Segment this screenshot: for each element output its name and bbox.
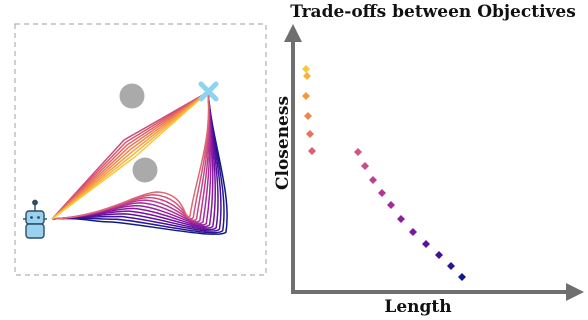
scatter-point-2 [302, 92, 310, 100]
lower-path [51, 91, 214, 228]
upper-path [51, 91, 209, 220]
chart-title: Trade-offs between Objectives [290, 2, 576, 22]
x-axis-label: Length [384, 297, 451, 317]
path-planning-panel [14, 23, 267, 276]
upper-path [51, 91, 209, 220]
obstacle-lower [132, 157, 158, 183]
scatter-point-5 [308, 147, 316, 155]
scatter-point-10 [387, 201, 395, 209]
y-axis [284, 24, 302, 294]
goal-cross-icon [198, 81, 219, 102]
scatter-points [302, 65, 466, 281]
tradeoff-chart: Trade-offs between Objectives Closeness … [273, 2, 584, 317]
scatter-point-9 [378, 189, 386, 197]
lower-path [51, 91, 210, 220]
scatter-point-8 [369, 176, 377, 184]
scatter-point-4 [306, 130, 314, 138]
scatter-point-0 [302, 65, 310, 73]
lower-path [51, 91, 228, 235]
scatter-point-13 [422, 240, 430, 248]
upper-path [51, 91, 209, 220]
lower-path [51, 91, 225, 234]
scatter-point-1 [303, 72, 311, 80]
upper-path [51, 91, 209, 220]
scatter-point-14 [435, 251, 443, 259]
scatter-point-7 [361, 162, 369, 170]
candidate-paths [51, 91, 228, 235]
environment-border [14, 23, 267, 276]
upper-path [51, 91, 209, 220]
obstacle-upper [119, 83, 145, 109]
x-axis [291, 283, 584, 301]
lower-path [51, 91, 216, 229]
lower-path [51, 91, 219, 231]
lower-path [51, 91, 222, 232]
scatter-point-16 [458, 273, 466, 281]
upper-path [51, 91, 209, 220]
scatter-point-3 [304, 112, 312, 120]
scatter-point-11 [397, 215, 405, 223]
robot-icon [23, 199, 47, 239]
scatter-point-6 [354, 148, 362, 156]
scatter-point-15 [447, 262, 455, 270]
upper-path [51, 91, 209, 220]
upper-path [51, 91, 209, 220]
scatter-point-12 [409, 228, 417, 236]
y-axis-label: Closeness [273, 96, 293, 190]
